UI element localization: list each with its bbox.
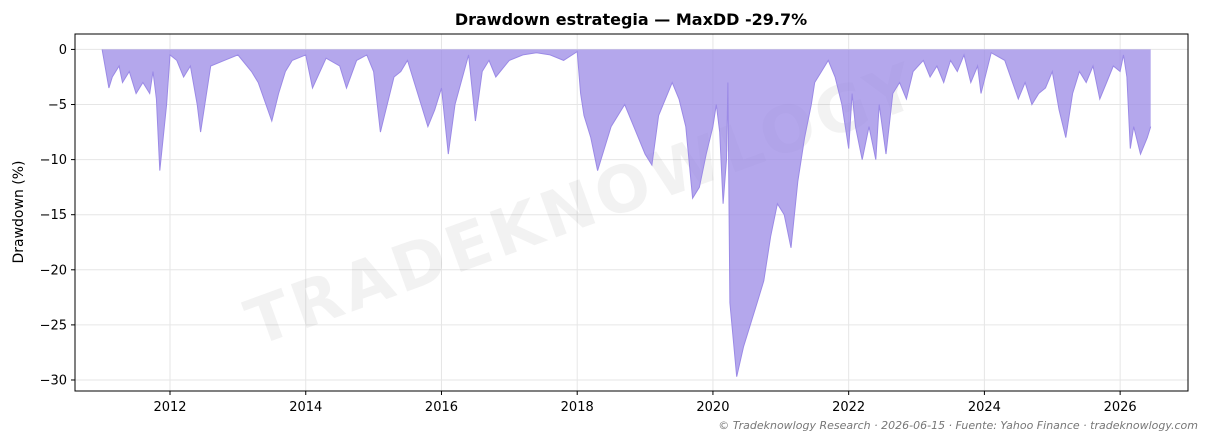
drawdown-line [101, 49, 1152, 377]
y-tick-label: −15 [40, 208, 67, 223]
y-tick-label: −10 [40, 153, 67, 168]
x-tick-label: 2012 [153, 400, 186, 415]
y-axis: 0 −5 −10 −15 −20 −25 −30 [40, 43, 75, 388]
y-tick-label: 0 [59, 43, 67, 58]
chart-title: Drawdown estrategia — MaxDD -29.7% [455, 10, 807, 29]
y-tick-label: −5 [48, 98, 67, 113]
axes-frame [74, 33, 1189, 392]
y-tick-label: −25 [40, 318, 67, 333]
plot-area [101, 49, 1152, 377]
x-tick-label: 2014 [289, 400, 322, 415]
x-tick-label: 2024 [968, 400, 1001, 415]
footer-credits: © Tradeknowlogy Research · 2026-06-15 · … [718, 419, 1198, 432]
x-tick-label: 2026 [1104, 400, 1137, 415]
y-tick-label: −20 [40, 263, 67, 278]
x-tick-label: 2018 [561, 400, 594, 415]
x-axis: 2012 2014 2016 2018 2020 2022 2024 2026 [153, 391, 1137, 415]
y-axis-label: Drawdown (%) [11, 160, 27, 263]
y-tick-label: −30 [40, 373, 67, 388]
x-tick-label: 2022 [832, 400, 865, 415]
x-tick-label: 2020 [696, 400, 729, 415]
x-tick-label: 2016 [425, 400, 458, 415]
